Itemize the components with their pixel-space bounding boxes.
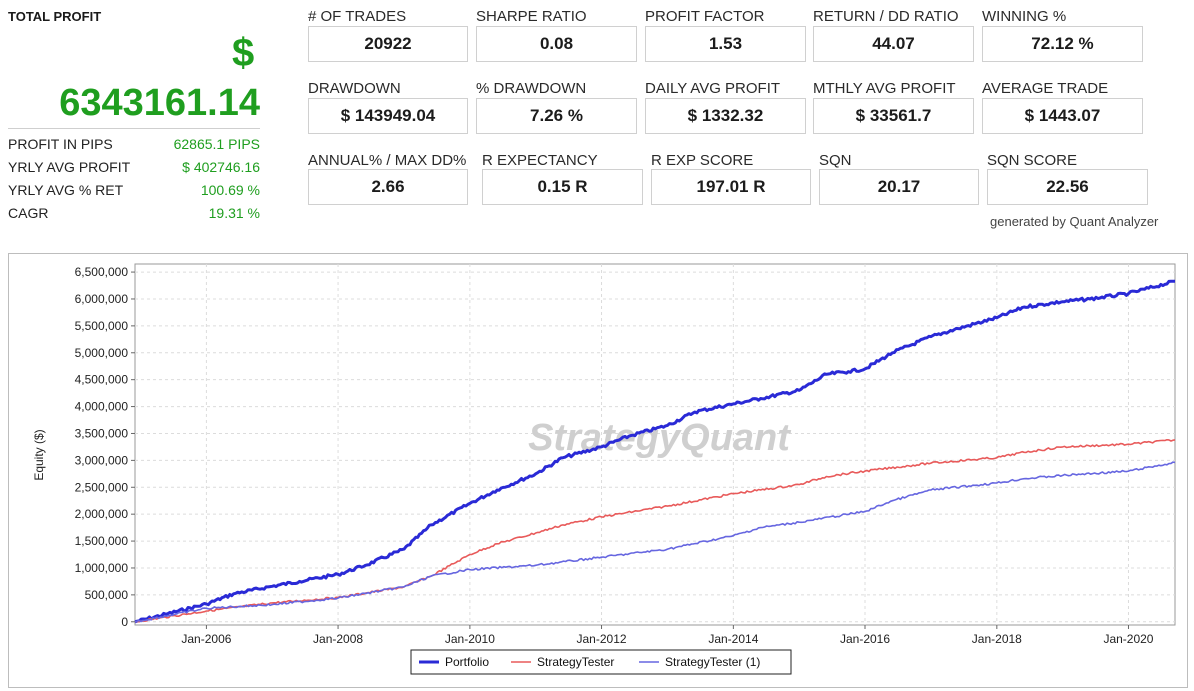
y-tick-label: 2,000,000 — [75, 507, 129, 521]
metric-label-drawdown: DRAWDOWN — [308, 80, 401, 97]
summary-row-value: 100.69 % — [200, 182, 260, 198]
metric-value-sqn-score: 22.56 — [987, 169, 1148, 205]
x-tick-label: Jan-2020 — [1103, 632, 1153, 646]
x-tick-label: Jan-2018 — [972, 632, 1022, 646]
metric-value-return-dd: 44.07 — [813, 26, 974, 62]
metric-value-trades: 20922 — [308, 26, 468, 62]
y-tick-label: 0 — [121, 615, 128, 629]
summary-row-label: CAGR — [8, 205, 49, 221]
metric-value-daily-avg-profit: $ 1332.32 — [645, 98, 806, 134]
series-line-strategytester — [134, 439, 1176, 623]
total-profit-value: 6343161.14 — [59, 82, 260, 124]
metric-label-sharpe: SHARPE RATIO — [476, 8, 587, 25]
metric-label-daily-avg-profit: DAILY AVG PROFIT — [645, 80, 781, 97]
equity-chart[interactable]: StrategyQuant 0 500,000 1,000,000 1,500,000… — [9, 254, 1187, 687]
currency-symbol: $ — [232, 31, 255, 75]
metric-label-mthly-avg-profit: MTHLY AVG PROFIT — [813, 80, 956, 97]
metric-label-pct-drawdown: % DRAWDOWN — [476, 80, 587, 97]
metric-label-sqn: SQN — [819, 152, 852, 169]
summary-row-yrly-avg-ret: YRLY AVG % RET 100.69 % — [8, 182, 260, 204]
metric-label-r-exp-score: R EXP SCORE — [651, 152, 754, 169]
generated-by-note: generated by Quant Analyzer — [990, 214, 1159, 229]
legend-entry: StrategyTester — [537, 655, 614, 669]
metric-value-profit-factor: 1.53 — [645, 26, 806, 62]
metric-label-return-dd: RETURN / DD RATIO — [813, 8, 959, 25]
x-tick-label: Jan-2008 — [313, 632, 363, 646]
y-tick-label: 1,000,000 — [75, 561, 129, 575]
y-axis-label: Equity ($) — [32, 429, 46, 480]
metric-label-r-expectancy: R EXPECTANCY — [482, 152, 598, 169]
summary-divider — [8, 128, 260, 129]
metric-value-sqn: 20.17 — [819, 169, 979, 205]
metric-label-average-trade: AVERAGE TRADE — [982, 80, 1109, 97]
chart-axes: 0 500,000 1,000,000 1,500,000 2,000,000 2,500… — [75, 265, 1154, 646]
summary-row-profit-in-pips: PROFIT IN PIPS 62865.1 PIPS — [8, 136, 260, 158]
y-tick-label: 5,000,000 — [75, 346, 129, 360]
metric-value-sharpe: 0.08 — [476, 26, 637, 62]
series-line-strategytester-1 — [134, 461, 1176, 623]
x-tick-label: Jan-2012 — [577, 632, 627, 646]
x-tick-label: Jan-2014 — [708, 632, 758, 646]
legend-entry: Portfolio — [445, 655, 489, 669]
legend-box — [410, 649, 792, 675]
metric-label-trades: # OF TRADES — [308, 8, 407, 25]
metric-value-winning: 72.12 % — [982, 26, 1143, 62]
y-tick-label: 3,500,000 — [75, 426, 129, 440]
metric-value-pct-drawdown: 7.26 % — [476, 98, 637, 134]
y-tick-label: 500,000 — [85, 588, 129, 602]
summary-row-label: PROFIT IN PIPS — [8, 136, 113, 152]
chart-grid — [134, 263, 1176, 626]
x-tick-label: Jan-2016 — [840, 632, 890, 646]
chart-series — [134, 279, 1176, 624]
y-tick-label: 4,500,000 — [75, 373, 129, 387]
summary-row-value: 19.31 % — [208, 205, 260, 221]
y-tick-label: 4,000,000 — [75, 400, 129, 414]
metric-value-drawdown: $ 143949.04 — [308, 98, 468, 134]
metric-value-average-trade: $ 1443.07 — [982, 98, 1143, 134]
x-tick-label: Jan-2010 — [445, 632, 495, 646]
metric-value-r-expectancy: 0.15 R — [482, 169, 643, 205]
plot-area — [134, 263, 1176, 626]
metric-value-annual-max-dd: 2.66 — [308, 169, 468, 205]
y-tick-label: 1,500,000 — [75, 534, 129, 548]
metric-value-mthly-avg-profit: $ 33561.7 — [813, 98, 974, 134]
y-tick-label: 6,000,000 — [75, 292, 129, 306]
legend-entry: StrategyTester (1) — [665, 655, 760, 669]
summary-row-yrly-avg-profit: YRLY AVG PROFIT $ 402746.16 — [8, 159, 260, 181]
y-tick-label: 5,500,000 — [75, 319, 129, 333]
equity-chart-panel: StrategyQuant 0 500,000 1,000,000 1,500,000… — [8, 253, 1188, 688]
total-profit-label: TOTAL PROFIT — [8, 9, 102, 24]
y-tick-label: 6,500,000 — [75, 265, 129, 279]
metric-label-annual-max-dd: ANNUAL% / MAX DD% — [308, 152, 467, 169]
metric-label-winning: WINNING % — [982, 8, 1067, 25]
metric-label-sqn-score: SQN SCORE — [987, 152, 1078, 169]
metric-value-r-exp-score: 197.01 R — [651, 169, 811, 205]
summary-row-label: YRLY AVG PROFIT — [8, 159, 131, 175]
summary-row-label: YRLY AVG % RET — [8, 182, 124, 198]
y-tick-label: 3,000,000 — [75, 453, 129, 467]
summary-row-value: 62865.1 PIPS — [173, 136, 260, 152]
series-line-portfolio — [134, 279, 1175, 624]
chart-legend: Portfolio StrategyTester StrategyTester (1… — [410, 649, 792, 675]
summary-row-value: $ 402746.16 — [182, 159, 260, 175]
strategyquant-watermark: StrategyQuant — [528, 417, 791, 459]
metric-label-profit-factor: PROFIT FACTOR — [645, 8, 765, 25]
y-tick-label: 2,500,000 — [75, 480, 129, 494]
summary-row-cagr: CAGR 19.31 % — [8, 205, 260, 227]
x-tick-label: Jan-2006 — [181, 632, 231, 646]
